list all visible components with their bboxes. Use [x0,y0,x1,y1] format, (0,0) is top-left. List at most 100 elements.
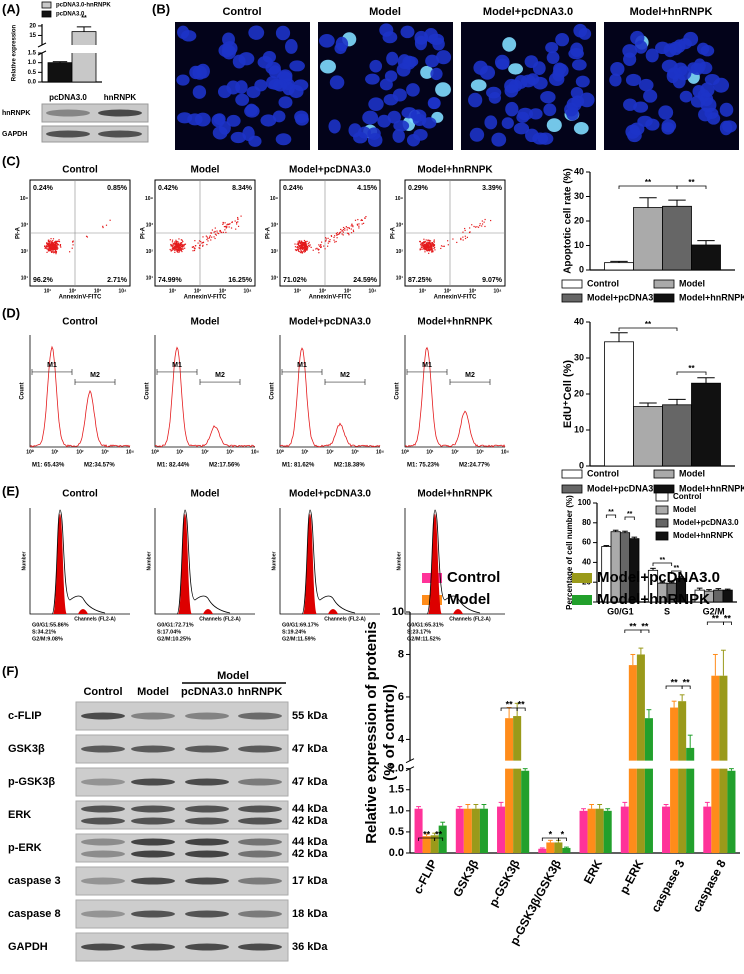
flow-event [304,244,306,246]
flow-event [300,244,303,246]
flow-event [303,249,305,252]
flow-event [45,246,47,249]
flow-event [426,244,428,246]
flow-event [228,223,230,225]
nucleus [505,101,519,117]
flow-event [226,224,228,226]
blot-band [46,130,90,138]
significance-label: ** [423,829,431,839]
flow-event [46,248,48,250]
flow-event [49,247,51,249]
nucleus [529,108,543,120]
bar [633,406,663,467]
x-tick-label: G2/M [703,606,725,616]
flow-event [51,251,54,253]
flow-event [49,249,51,252]
flow-event [344,229,346,231]
flow-event [348,227,350,230]
flow-event [181,245,183,248]
nucleus [568,48,584,60]
y-axis-label: Number [396,552,402,571]
nucleus [238,52,255,66]
flow-event [340,228,342,231]
flow-event [300,247,302,250]
flow-event [430,251,433,253]
nucleus [545,41,559,54]
flow-event [425,241,427,243]
flow-event [174,244,177,246]
flow-event [170,245,172,247]
flow-event [182,245,184,247]
x-tick-label: 10¹ [294,288,302,294]
flow-event [361,219,363,221]
flow-event [52,247,54,250]
flow-event [200,240,202,243]
nucleus [294,110,309,123]
nucleus [428,97,441,110]
flow-event [192,246,194,248]
flow-event [294,249,297,251]
flow-event [425,243,427,245]
y-axis-label: Relative expression of protenis [363,621,380,844]
flow-event [51,243,53,245]
g1-peak [178,514,192,614]
flow-event [205,235,207,237]
flow-event [294,243,296,245]
flow-event [171,239,174,241]
flow-event [179,248,181,250]
y-axis-label: Number [21,552,27,571]
y-tick-label: 10² [271,249,279,255]
blot-row-label: GSK3β [8,743,45,755]
flow-event [48,246,50,248]
quadrant-value: 0.42% [158,185,179,192]
flow-event [342,231,344,233]
x-tick-label: 10¹ [419,288,427,294]
nucleus [176,74,190,86]
blot-column-label: hnRNPK [238,686,283,698]
blot-band [131,850,175,858]
flow-event [426,242,429,244]
x-tick-label: 10³ [219,288,227,294]
flow-event [47,250,49,252]
y-tick-label: 10 [574,424,584,434]
flow-event [429,244,431,246]
y-tick-label: 60 [582,538,591,547]
flow-event [429,242,431,244]
y-tick-label: 0 [579,264,584,274]
flow-event [342,229,345,231]
gate-label: M1 [422,362,432,369]
significance-label: ** [435,829,443,839]
flow-event [56,243,59,245]
nucleus [699,92,714,107]
plot-title: Model+hnRNPK [417,317,493,328]
blot-band [81,943,125,951]
flow-event [309,244,311,246]
flow-event [433,247,435,250]
molecular-weight: 17 kDa [292,875,328,887]
flow-event [169,239,171,241]
y-axis-label: Number [146,552,152,571]
nucleus [392,128,405,143]
flow-event [315,248,317,250]
nucleus [218,43,235,58]
flow-event [46,243,48,245]
flow-event [228,226,230,228]
flow-event [176,247,178,249]
y-axis-label: Number [271,552,277,571]
flow-event [325,237,327,239]
flow-event [352,230,355,233]
flow-event [317,248,319,250]
flow-event [181,242,183,244]
y-axis-label: (% of control) [381,684,398,781]
flow-event [45,245,47,248]
flow-event [452,238,454,240]
bar [513,716,522,853]
phase-stat: S:19.24% [282,629,306,635]
flow-event [44,247,46,249]
nucleus [272,110,286,123]
flow-event [230,227,233,229]
x-tick-label: 10⁰ [401,449,409,455]
y-axis-label: PI-A [391,226,397,239]
x-axis-label: Channels (FL2-A) [74,616,116,622]
